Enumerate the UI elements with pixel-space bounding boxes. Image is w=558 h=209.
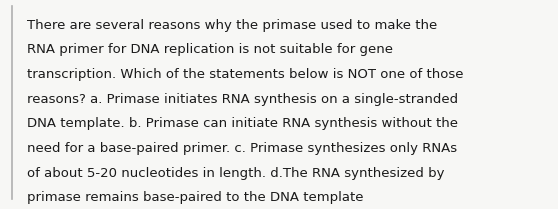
Text: of about 5-20 nucleotides in length. d.The RNA synthesized by: of about 5-20 nucleotides in length. d.T… xyxy=(27,167,444,180)
Text: DNA template. b. Primase can initiate RNA synthesis without the: DNA template. b. Primase can initiate RN… xyxy=(27,117,458,130)
Text: RNA primer for DNA replication is not suitable for gene: RNA primer for DNA replication is not su… xyxy=(27,43,393,56)
Text: reasons? a. Primase initiates RNA synthesis on a single-stranded: reasons? a. Primase initiates RNA synthe… xyxy=(27,93,458,106)
Text: need for a base-paired primer. c. Primase synthesizes only RNAs: need for a base-paired primer. c. Primas… xyxy=(27,142,457,155)
Text: There are several reasons why the primase used to make the: There are several reasons why the primas… xyxy=(27,19,437,32)
Text: primase remains base-paired to the DNA template: primase remains base-paired to the DNA t… xyxy=(27,191,363,204)
Text: transcription. Which of the statements below is NOT one of those: transcription. Which of the statements b… xyxy=(27,68,463,81)
